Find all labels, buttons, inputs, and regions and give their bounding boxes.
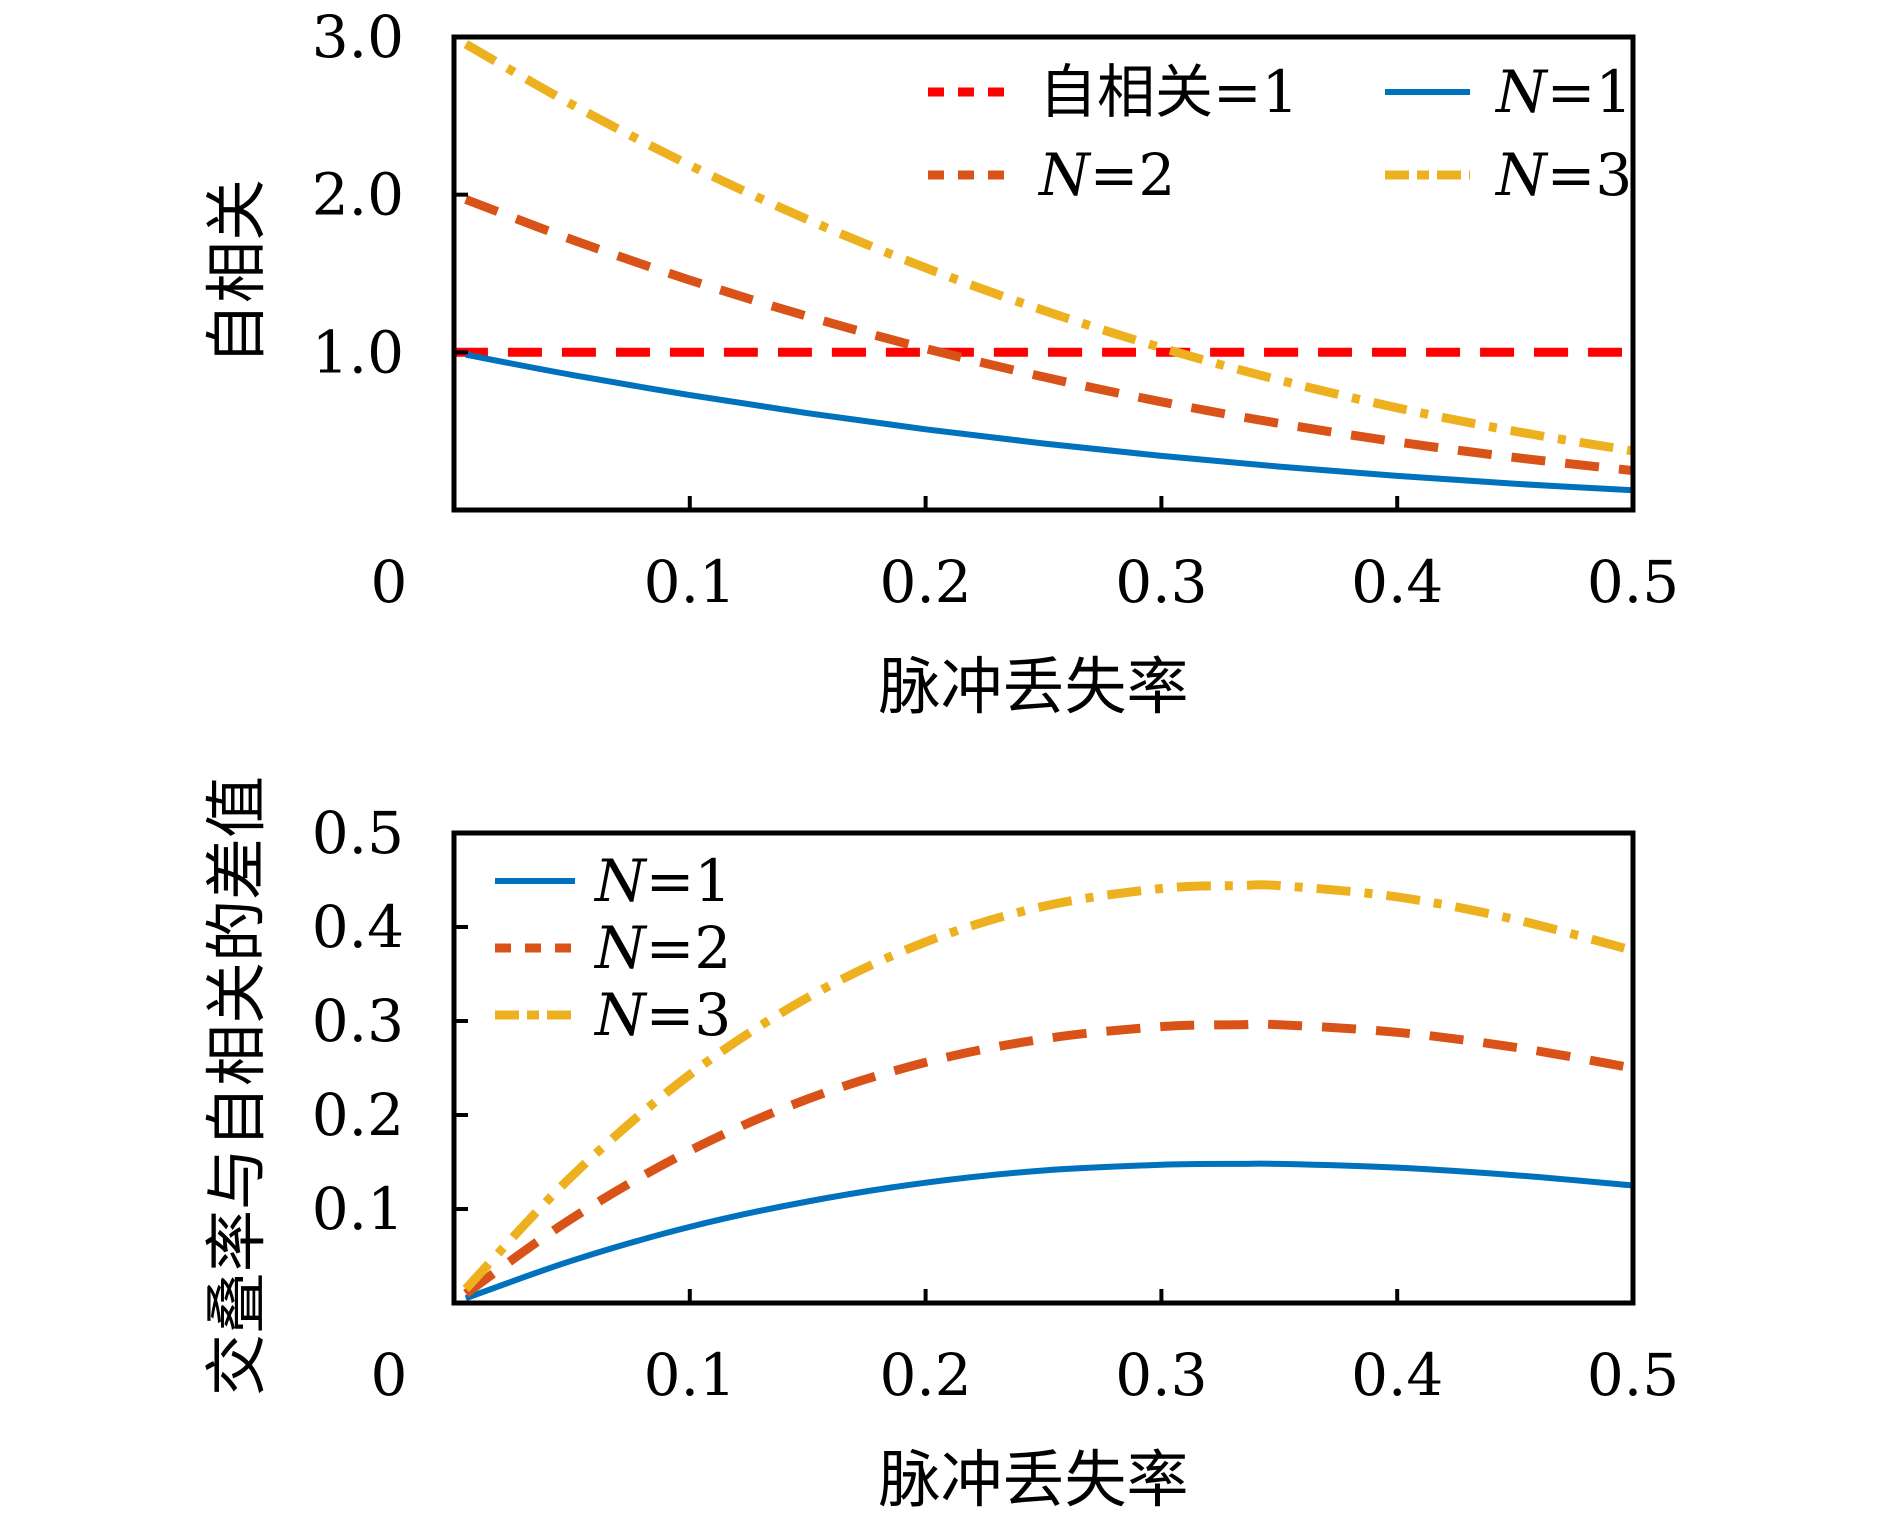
legend-item: N=3	[495, 981, 731, 1049]
y-tick-label: 0.1	[312, 1175, 404, 1243]
y-tick-label: 3.0	[312, 3, 404, 71]
x-tick-label: 0.4	[1351, 1341, 1443, 1409]
legend: 自相关=1 N=1N=2 N=3	[928, 58, 1632, 209]
x-tick-label: 0.2	[879, 548, 971, 616]
legend-label-prefix: N	[1494, 141, 1549, 209]
y-tick-label: 0.5	[312, 799, 404, 867]
legend-label-suffix: =1	[1547, 58, 1633, 126]
x-tick-label: 0.1	[644, 1341, 736, 1409]
legend-label-prefix: N	[593, 847, 648, 915]
legend-label: N=2	[1037, 141, 1175, 209]
legend-label: 自相关=1	[1039, 58, 1299, 126]
x-tick-label: 0.3	[1115, 1341, 1207, 1409]
legend-label: N=1	[1494, 58, 1632, 126]
legend-label-suffix: =3	[1547, 141, 1633, 209]
legend: N=1N=2N=3	[495, 847, 731, 1049]
x-tick-label: 0.5	[1587, 1341, 1679, 1409]
legend-label-suffix: =2	[1090, 141, 1176, 209]
y-axis-title: 交叠率与自相关的差值	[200, 776, 273, 1396]
legend-label-suffix: =3	[646, 981, 732, 1049]
y-tick-label: 0.4	[312, 893, 404, 961]
plot-frame	[451, 34, 1636, 513]
legend-item: N=1	[495, 847, 731, 915]
x-tick-label: 0.5	[1587, 548, 1679, 616]
series-line-n-2	[463, 1019, 1633, 1298]
legend-item: N=3	[1385, 141, 1632, 209]
legend-label: N=3	[1494, 141, 1632, 209]
legend-label: N=1	[593, 847, 731, 915]
legend-label-suffix: =1	[646, 847, 732, 915]
x-tick-label: 0.4	[1351, 548, 1443, 616]
legend-label-suffix: =2	[646, 914, 732, 982]
series-line-n-1	[465, 351, 1633, 494]
legend-label: N=2	[593, 914, 731, 982]
y-tick-label: 0.2	[312, 1081, 404, 1149]
x-tick-label: 0.2	[879, 1341, 971, 1409]
legend-item: N=2	[928, 141, 1175, 209]
x-axis-title: 脉冲丢失率	[878, 1443, 1188, 1516]
legend-label-suffix: =1	[1213, 58, 1299, 126]
y-tick-label: 2.0	[312, 161, 404, 229]
y-tick-label: 1.0	[312, 318, 404, 386]
series-group	[462, 880, 1633, 1302]
y-tick-label: 0.3	[312, 987, 404, 1055]
series-line-n-1	[464, 1160, 1633, 1302]
x-tick-label: 0.3	[1115, 548, 1207, 616]
legend-label-prefix: 自相关	[1039, 58, 1213, 126]
x-tick-label: 0	[371, 1341, 408, 1409]
y-axis-title: 自相关	[200, 179, 273, 365]
legend-label-prefix: N	[593, 914, 648, 982]
legend-item: 自相关=1	[928, 58, 1299, 126]
legend-label-prefix: N	[593, 981, 648, 1049]
series-line-n-3	[462, 880, 1633, 1292]
bottom-chart-difference: 0 0.1 0.2 0.3 0.4 0.5 0.1 0.2 0.3 0.4 0.5 脉冲丢失率 交叠率与…	[200, 776, 1679, 1516]
series-group	[454, 40, 1633, 494]
legend-label-prefix: N	[1494, 58, 1549, 126]
legend-label: N=3	[593, 981, 731, 1049]
series-line-n-2	[464, 195, 1633, 476]
series-line-n-3	[463, 40, 1633, 456]
plot-frame	[451, 830, 1636, 1306]
x-tick-label: 0.1	[644, 548, 736, 616]
legend-item: N=1	[1385, 58, 1632, 126]
x-tick-label: 0	[371, 548, 408, 616]
x-axis-title: 脉冲丢失率	[878, 650, 1188, 723]
legend-label-prefix: N	[1037, 141, 1092, 209]
legend-item: N=2	[495, 914, 731, 982]
